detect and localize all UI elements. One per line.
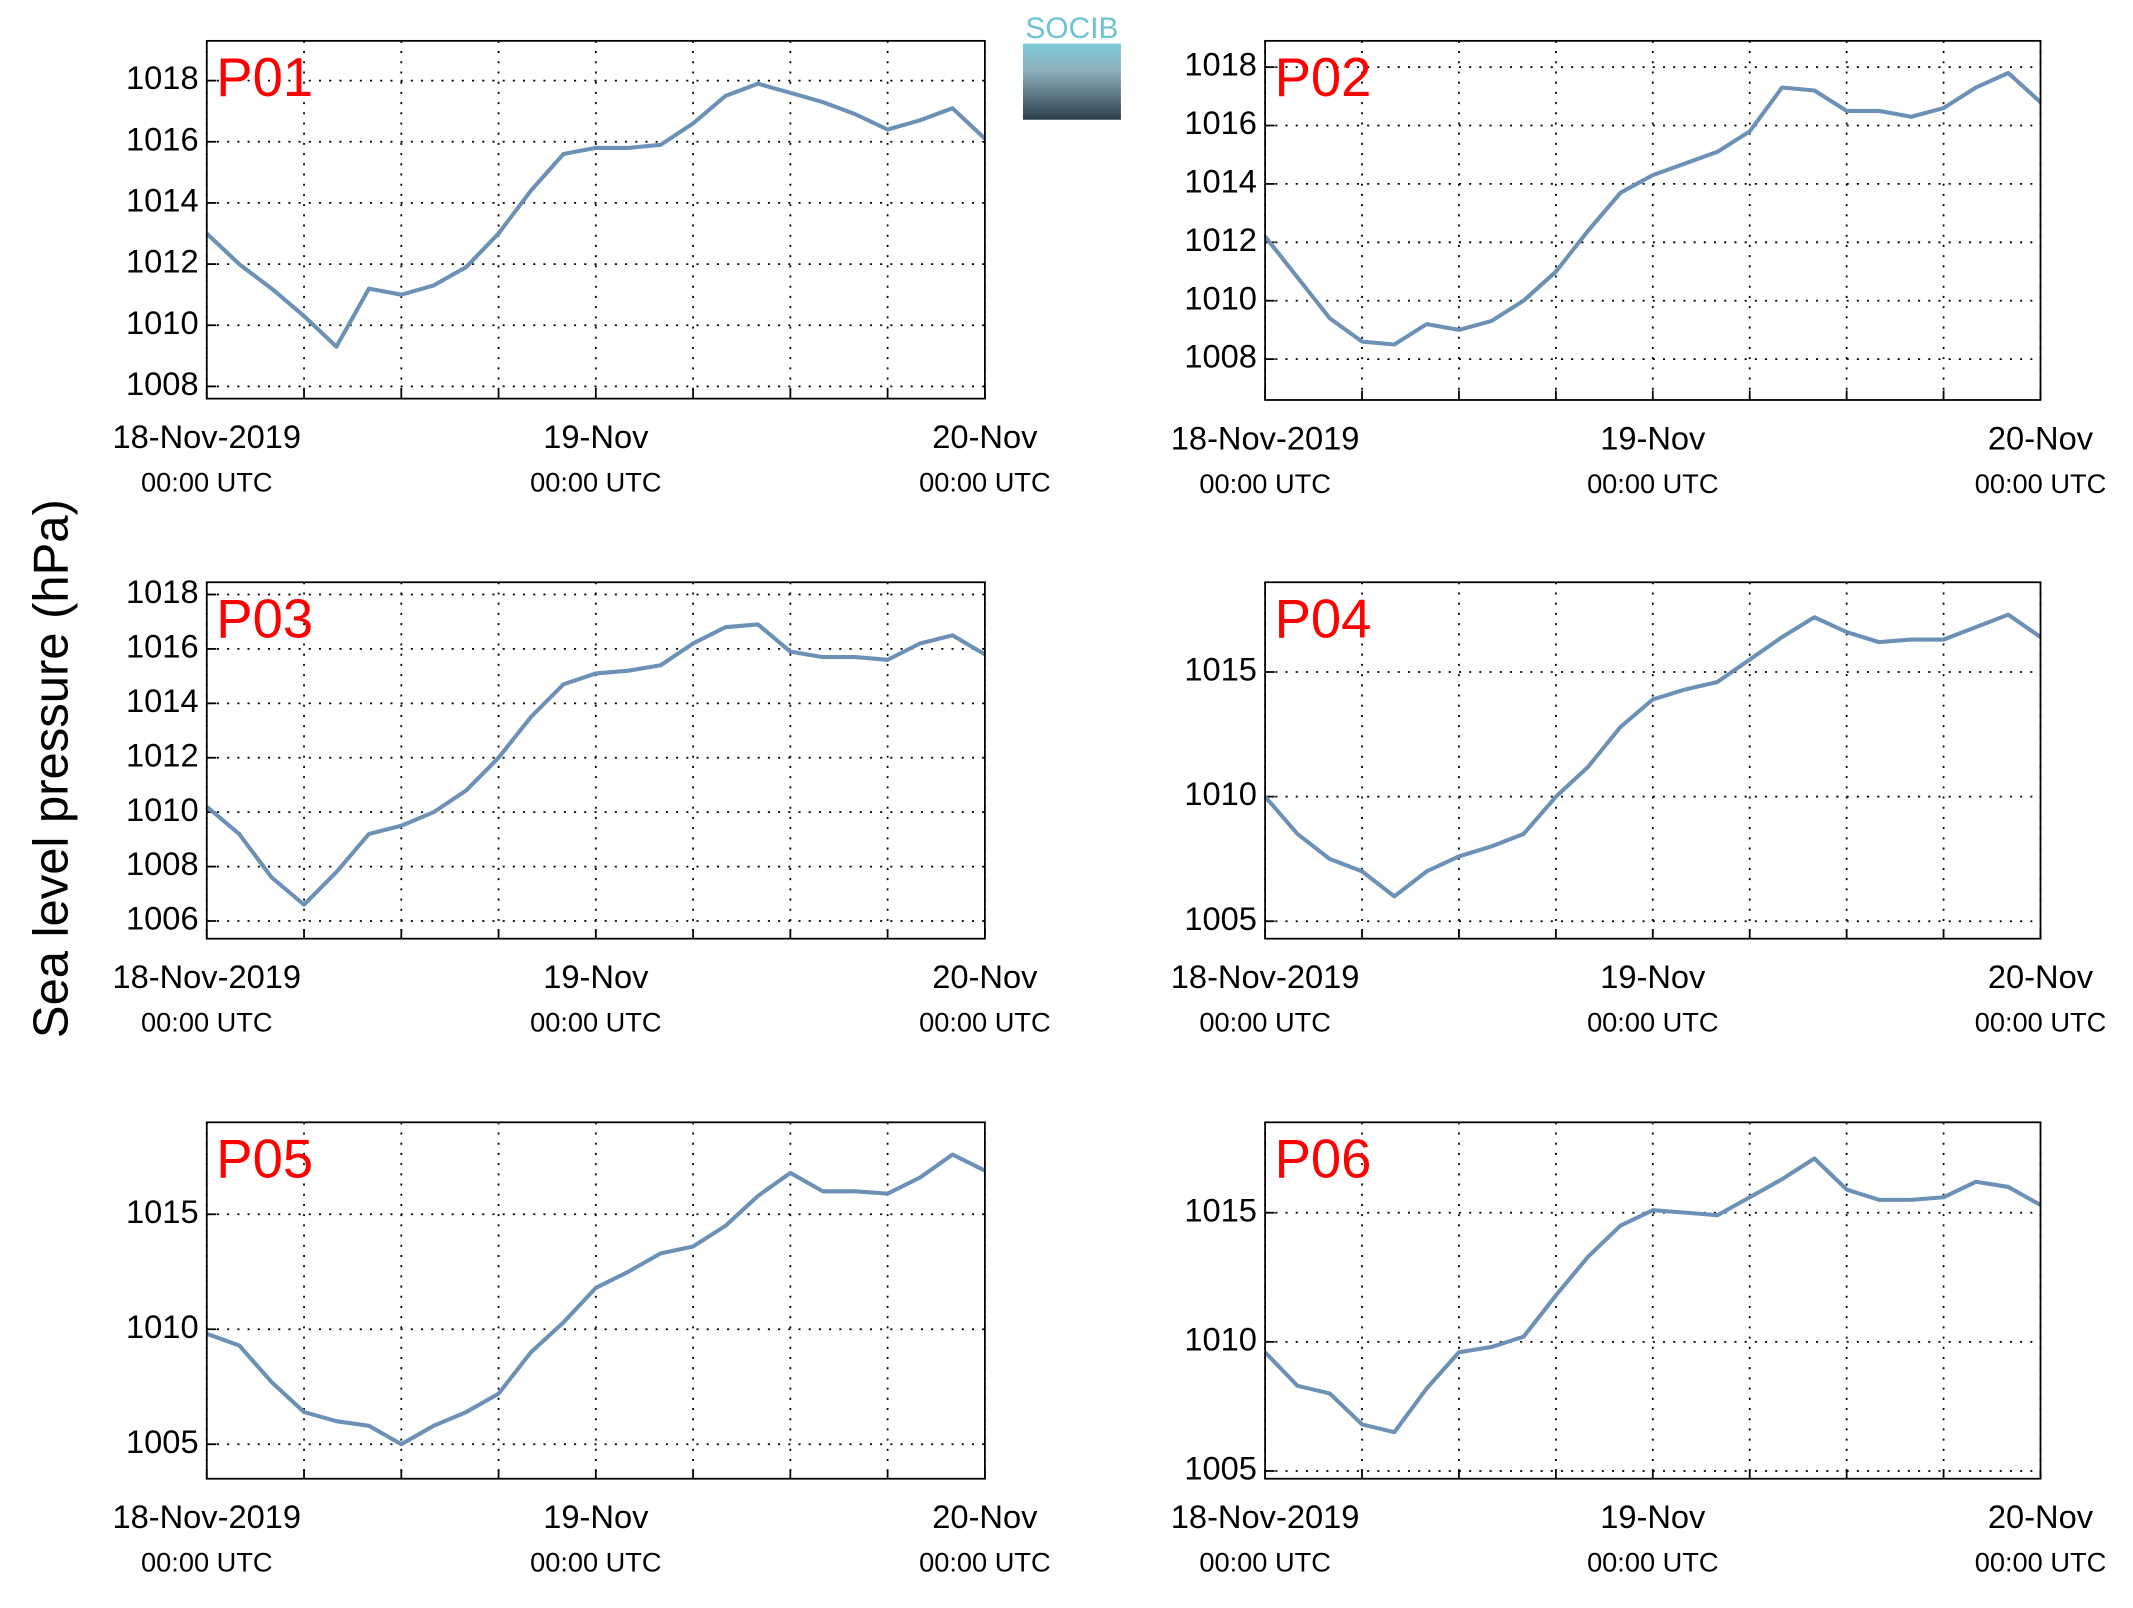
y-tick-label: 1010 <box>126 304 199 341</box>
x-tick-sublabel: 00:00 UTC <box>530 1547 661 1578</box>
y-tick-label: 1010 <box>1184 1320 1257 1357</box>
plot-frame <box>205 581 986 940</box>
y-tick-label: 1008 <box>126 365 199 402</box>
y-tick-label: 1014 <box>126 182 199 219</box>
x-tick-label: 18-Nov-2019 <box>1171 958 1360 995</box>
x-tick-label: 19-Nov <box>1600 1498 1706 1535</box>
line <box>205 622 986 907</box>
x-tick-sublabel: 00:00 UTC <box>1975 1547 2106 1578</box>
plot-frame <box>205 39 986 400</box>
panel-title: P01 <box>216 47 313 108</box>
x-tick-sublabel: 00:00 UTC <box>919 1547 1050 1578</box>
y-tick-label: 1005 <box>1184 900 1257 937</box>
x-tick-label: 20-Nov <box>1988 1498 2094 1535</box>
plot-frame <box>1264 1121 2042 1480</box>
x-tick-label: 20-Nov <box>932 1498 1038 1535</box>
x-tick-label: 18-Nov-2019 <box>112 418 301 455</box>
x-tick-label: 19-Nov <box>1600 419 1706 456</box>
panel-title: P06 <box>1275 1129 1372 1190</box>
logo-text: SOCIB <box>1025 12 1118 45</box>
x-tick-label: 19-Nov <box>543 958 649 995</box>
y-tick-label: 1015 <box>1184 651 1257 688</box>
line <box>1263 70 2042 347</box>
y-axis-label: Sea level pressure (hPa) <box>24 499 78 1038</box>
y-tick-label: 1014 <box>126 682 199 719</box>
y-tick-label: 1016 <box>126 120 199 157</box>
x-tick-sublabel: 00:00 UTC <box>1975 468 2106 499</box>
line <box>1263 612 2042 899</box>
plot-frame <box>1264 39 2042 401</box>
y-tick-label: 1018 <box>1184 46 1257 83</box>
logo: SOCIB <box>1022 12 1121 120</box>
x-tick-sublabel: 00:00 UTC <box>1587 468 1718 499</box>
x-tick-sublabel: 00:00 UTC <box>1199 468 1330 499</box>
y-tick-label: 1012 <box>126 243 199 280</box>
y-tick-label: 1012 <box>1184 221 1257 258</box>
y-tick-label: 1010 <box>1184 279 1257 316</box>
y-tick-label: 1018 <box>126 573 199 610</box>
x-tick-sublabel: 00:00 UTC <box>1587 1547 1718 1578</box>
panel: 1006 1008 1010 1012 1014 1016 1018 18-Nov-2019 0… <box>112 573 1050 1037</box>
x-tick-label: 20-Nov <box>1988 419 2094 456</box>
y-tick-label: 1008 <box>1184 338 1257 375</box>
panel-title: P03 <box>216 588 313 649</box>
line <box>1263 1156 2042 1435</box>
y-tick-label: 1018 <box>126 59 199 96</box>
x-tick-label: 20-Nov <box>1988 958 2094 995</box>
x-tick-label: 20-Nov <box>932 958 1038 995</box>
line <box>205 81 987 349</box>
x-tick-label: 18-Nov-2019 <box>112 1498 301 1535</box>
panel-title: P02 <box>1275 47 1372 108</box>
x-tick-sublabel: 00:00 UTC <box>1199 1007 1330 1038</box>
y-tick-label: 1015 <box>1184 1191 1257 1228</box>
panel: 1005 1010 1015 18-Nov-2019 00:00 UTC 19-Nov 00… <box>1171 1121 2106 1578</box>
x-tick-sublabel: 00:00 UTC <box>141 1007 272 1038</box>
plot-frame <box>1264 581 2042 940</box>
x-tick-sublabel: 00:00 UTC <box>1587 1007 1718 1038</box>
x-tick-sublabel: 00:00 UTC <box>919 467 1050 498</box>
x-tick-sublabel: 00:00 UTC <box>1199 1547 1330 1578</box>
x-tick-label: 20-Nov <box>932 418 1038 455</box>
y-tick-label: 1010 <box>126 791 199 828</box>
y-tick-label: 1016 <box>126 628 199 665</box>
x-tick-label: 18-Nov-2019 <box>1171 1498 1360 1535</box>
y-tick-label: 1005 <box>126 1423 199 1460</box>
y-tick-label: 1005 <box>1184 1450 1257 1487</box>
y-tick-label: 1014 <box>1184 163 1257 200</box>
x-tick-sublabel: 00:00 UTC <box>919 1007 1050 1038</box>
x-tick-sublabel: 00:00 UTC <box>530 1007 661 1038</box>
x-tick-sublabel: 00:00 UTC <box>1975 1007 2106 1038</box>
x-tick-sublabel: 00:00 UTC <box>141 467 272 498</box>
line <box>206 1152 986 1447</box>
panel-title: P04 <box>1275 588 1372 649</box>
y-tick-label: 1010 <box>1184 775 1257 812</box>
x-tick-label: 19-Nov <box>543 1498 649 1535</box>
panel: 1008 1010 1012 1014 1016 1018 18-Nov-2019 00:00… <box>112 39 1051 498</box>
x-tick-label: 19-Nov <box>543 418 649 455</box>
panel: 1005 1010 1015 18-Nov-2019 00:00 UTC 19-Nov 00… <box>1171 581 2106 1038</box>
panel-title: P05 <box>216 1129 313 1190</box>
y-tick-label: 1012 <box>126 736 199 773</box>
x-tick-label: 18-Nov-2019 <box>112 958 301 995</box>
plot-frame <box>205 1121 986 1480</box>
x-tick-sublabel: 00:00 UTC <box>141 1547 272 1578</box>
y-tick-label: 1008 <box>126 845 199 882</box>
x-tick-label: 19-Nov <box>1600 958 1706 995</box>
y-tick-label: 1016 <box>1184 104 1257 141</box>
y-tick-label: 1010 <box>126 1308 199 1345</box>
y-tick-label: 1015 <box>126 1193 199 1230</box>
logo-block <box>1022 43 1121 120</box>
panel: 1008 1010 1012 1014 1016 1018 18-Nov-2019 00:00… <box>1171 39 2106 499</box>
y-tick-label: 1006 <box>126 900 199 937</box>
x-tick-sublabel: 00:00 UTC <box>530 467 661 498</box>
x-tick-label: 18-Nov-2019 <box>1171 419 1360 456</box>
panel: 1005 1010 1015 18-Nov-2019 00:00 UTC 19-Nov 00… <box>112 1121 1051 1578</box>
